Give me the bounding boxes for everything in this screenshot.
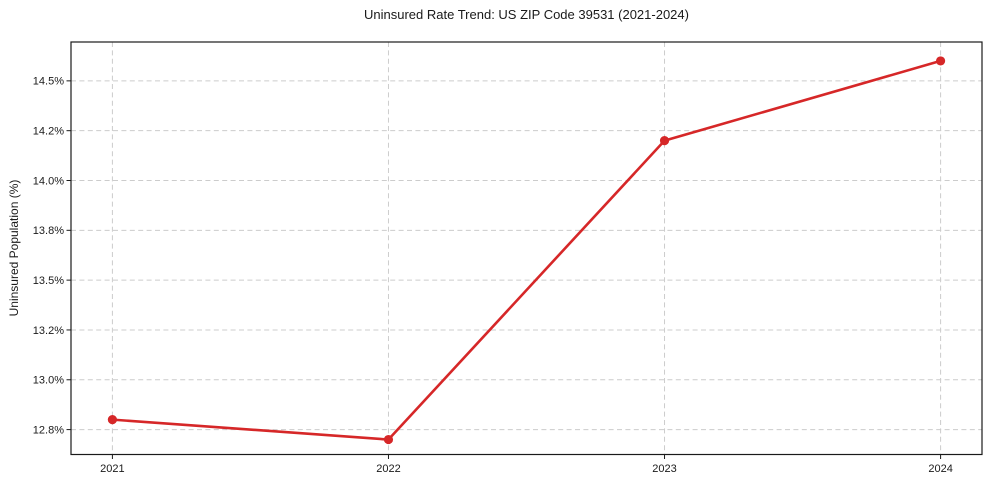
y-tick-label: 13.0%: [33, 375, 64, 387]
y-tick-label: 14.0%: [33, 175, 64, 187]
y-tick-label: 12.8%: [33, 424, 64, 436]
plot-border: [70, 41, 983, 456]
x-tick-label: 2021: [100, 463, 124, 475]
y-tick-label: 13.5%: [33, 275, 64, 287]
data-point: [935, 56, 946, 66]
data-point: [383, 434, 394, 445]
y-tick-label: 13.8%: [33, 225, 64, 237]
data-point: [659, 136, 670, 146]
y-tick-label: 14.5%: [33, 76, 64, 88]
x-tick-label: 2022: [376, 463, 400, 475]
data-point: [107, 415, 118, 425]
chart-title: Uninsured Rate Trend: US ZIP Code 39531 …: [364, 7, 689, 22]
trend-line: [111, 59, 942, 441]
x-tick-label: 2023: [652, 463, 676, 475]
y-tick-label: 14.2%: [33, 125, 64, 137]
y-tick-label: 13.2%: [33, 325, 64, 337]
x-tick-label: 2024: [928, 463, 952, 475]
